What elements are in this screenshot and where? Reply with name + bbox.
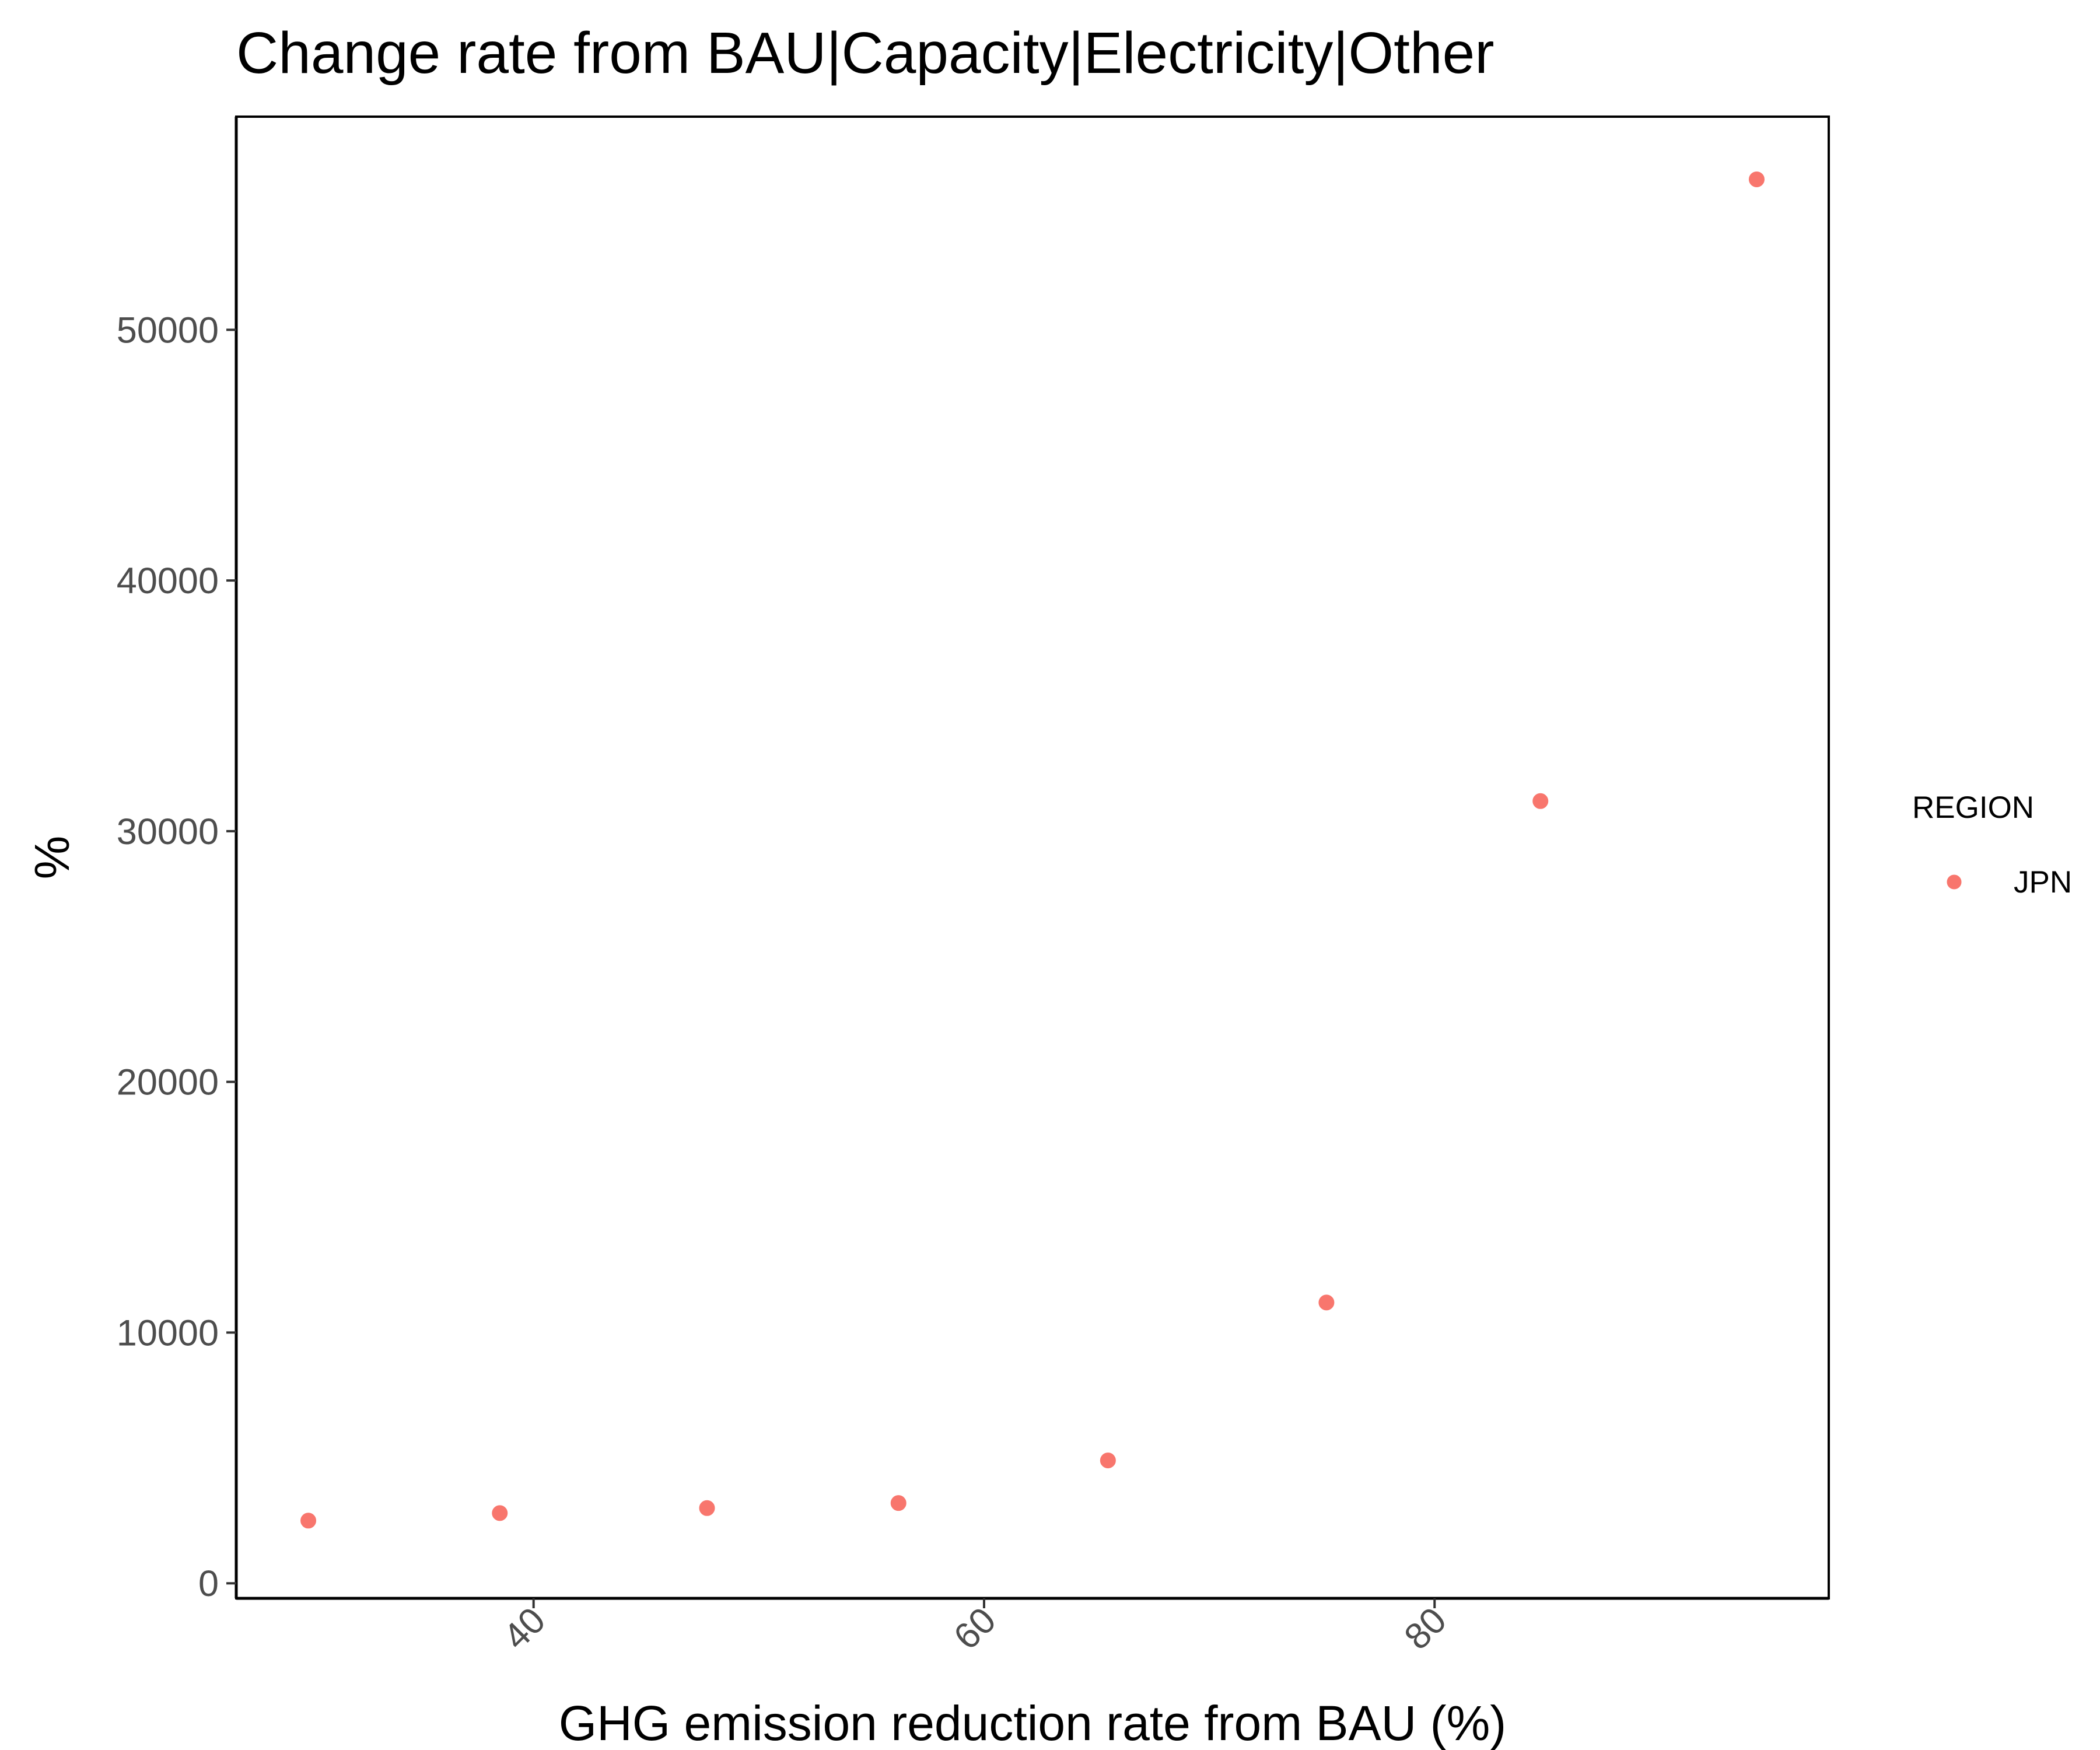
legend-title: REGION (1912, 790, 2034, 825)
data-point (1746, 169, 1766, 189)
y-tick-label: 0 (198, 1563, 219, 1604)
data-point (1098, 1451, 1118, 1471)
y-axis-title: % (24, 836, 79, 880)
data-point (1531, 791, 1550, 811)
data-point (490, 1503, 510, 1523)
legend: REGION JPN (1912, 790, 2072, 900)
data-points (299, 169, 1766, 1531)
data-point (299, 1511, 318, 1531)
y-tick-label: 10000 (117, 1312, 219, 1353)
data-point (1317, 1293, 1336, 1312)
x-axis-title: GHG emission reduction rate from BAU (%) (559, 1696, 1506, 1750)
y-tick-label: 30000 (117, 811, 219, 852)
data-point (697, 1498, 717, 1518)
y-axis-ticks: 0 10000 20000 30000 40000 50000 (117, 310, 236, 1604)
chart-title: Change rate from BAU|Capacity|Electricit… (236, 20, 1494, 86)
y-tick-label: 20000 (117, 1062, 219, 1103)
data-point (888, 1493, 908, 1513)
plot-panel (235, 116, 1830, 1600)
y-tick-label: 50000 (117, 310, 219, 351)
legend-label-jpn: JPN (2014, 865, 2072, 900)
legend-key-jpn (1945, 873, 1964, 891)
y-tick-label: 40000 (117, 561, 219, 601)
